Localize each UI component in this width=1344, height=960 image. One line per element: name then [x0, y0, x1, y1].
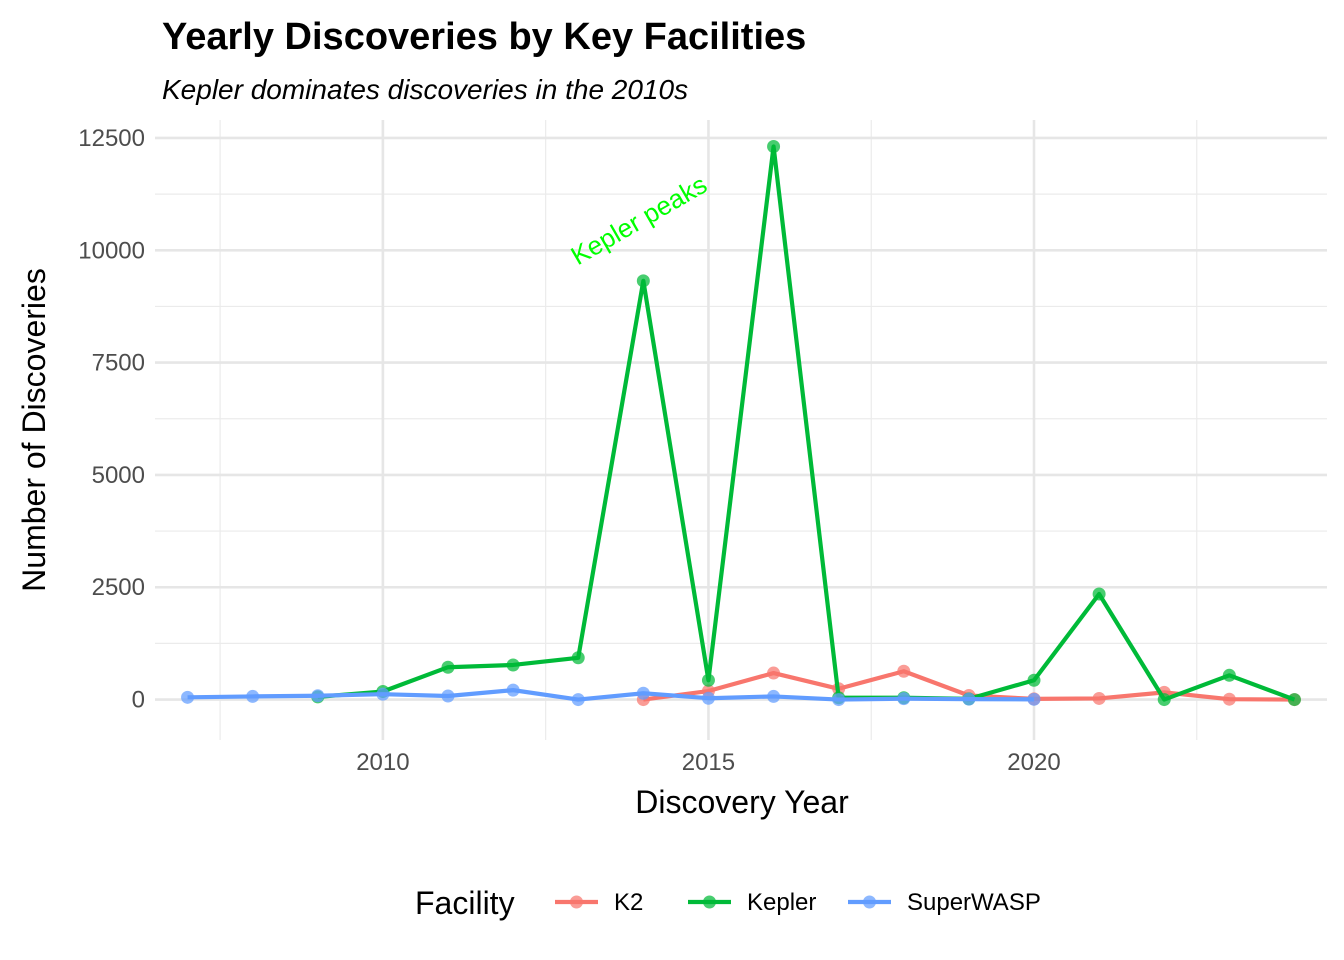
data-point	[246, 689, 260, 703]
y-tick-label: 10000	[78, 237, 145, 264]
data-point	[1027, 673, 1041, 687]
legend-item: SuperWASP	[848, 889, 1041, 916]
x-tick-label: 2010	[356, 749, 409, 776]
data-point	[1222, 668, 1236, 682]
legend-key-point	[703, 895, 716, 909]
data-point	[376, 687, 390, 701]
series-lines	[181, 140, 1301, 707]
legend-label: K2	[614, 889, 643, 916]
chart-subtitle: Kepler dominates discoveries in the 2010…	[162, 74, 688, 105]
data-point	[311, 689, 325, 703]
data-point	[897, 664, 911, 678]
grid	[155, 120, 1327, 740]
data-point	[701, 691, 715, 705]
data-point	[506, 658, 520, 672]
tick-labels: 2010 2015 2020 0 2500 5000 7500 10000 12500	[78, 125, 1060, 776]
data-point	[897, 692, 911, 706]
data-point	[636, 274, 650, 288]
data-point	[571, 693, 585, 707]
legend-key-point	[863, 895, 876, 909]
data-point	[701, 673, 715, 687]
x-axis-title: Discovery Year	[635, 784, 849, 820]
data-point	[962, 692, 976, 706]
data-point	[767, 666, 781, 680]
series-line	[317, 144, 1296, 702]
legend-item: K2	[555, 889, 643, 916]
y-axis-title: Number of Discoveries	[16, 268, 52, 592]
data-point	[441, 689, 455, 703]
data-point	[832, 693, 846, 707]
data-point	[1157, 693, 1171, 707]
y-tick-label: 2500	[92, 574, 145, 601]
series-kepler	[311, 140, 1301, 707]
y-tick-label: 5000	[92, 462, 145, 489]
data-point	[506, 683, 520, 697]
data-point	[1092, 691, 1106, 705]
data-point	[1287, 693, 1301, 707]
series-line	[187, 688, 1035, 702]
legend-key-point	[570, 895, 583, 909]
y-tick-label: 12500	[78, 125, 145, 152]
data-point	[1222, 692, 1236, 706]
data-point	[571, 651, 585, 665]
x-tick-label: 2015	[682, 749, 735, 776]
x-tick-label: 2020	[1007, 749, 1060, 776]
data-point	[636, 686, 650, 700]
data-point	[1027, 692, 1041, 706]
annotation-label: Kepler peaks	[566, 169, 712, 271]
y-tick-label: 7500	[92, 350, 145, 377]
y-tick-label: 0	[132, 687, 145, 714]
legend-item: Kepler	[688, 889, 816, 916]
chart-title: Yearly Discoveries by Key Facilities	[162, 16, 806, 58]
legend-title: Facility	[415, 885, 515, 921]
data-point	[181, 690, 195, 704]
data-point	[767, 140, 781, 154]
legend: Facility K2 Kepler SuperWASP	[415, 885, 1041, 921]
legend-label: Kepler	[747, 889, 816, 916]
legend-label: SuperWASP	[907, 889, 1041, 916]
data-point	[441, 660, 455, 674]
data-point	[1092, 587, 1106, 601]
data-point	[767, 689, 781, 703]
annotations: Kepler peaks	[566, 169, 712, 271]
series-superwasp	[181, 683, 1041, 707]
